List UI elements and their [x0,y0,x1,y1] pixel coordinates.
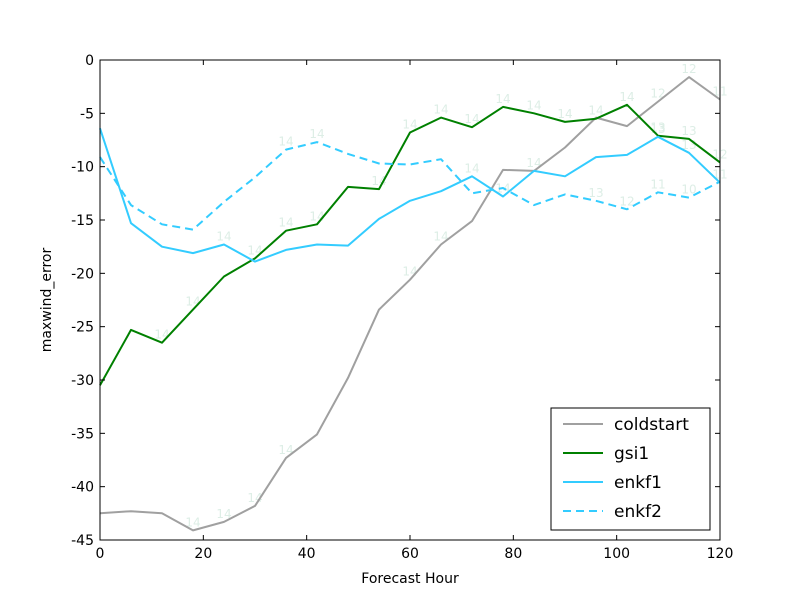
sample-size-label: 14 [185,295,200,309]
legend-frame [550,407,711,531]
sample-size-label: 14 [371,174,386,188]
legend-label-coldstart: coldstart [614,415,689,435]
sample-size-label: 10 [681,183,696,197]
series-line-coldstart [99,76,721,532]
y-tick-label: -20 [71,266,94,282]
sample-size-label: 14 [619,90,634,104]
legend-label-enkf1: enkf1 [614,473,662,493]
y-tick-label: -35 [71,426,94,442]
series-lines [99,76,721,532]
sample-size-label: 14 [216,230,231,244]
series-line-enkf1 [99,127,721,263]
y-axis-title: maxwind_error [39,248,55,353]
sample-size-label: 12 [619,194,634,208]
sample-size-label: 14 [278,135,293,149]
x-tick-label: 0 [96,546,105,562]
x-tick-label: 40 [298,546,316,562]
sample-size-label: 14 [216,507,231,521]
y-tick-label: -30 [71,373,94,389]
sample-size-label: 14 [588,104,603,118]
legend-label-enkf2: enkf2 [614,502,662,522]
x-axis-title: Forecast Hour [361,571,459,587]
sample-size-label: 14 [464,112,479,126]
sample-size-label: 13 [650,122,665,136]
y-tick-label: 0 [85,53,94,69]
x-tick-label: 20 [194,546,212,562]
y-tick-label: -25 [71,320,94,336]
sample-size-label: 14 [495,92,510,106]
sample-size-label: 14 [402,265,417,279]
sample-size-label: 14 [309,127,324,141]
sample-size-label: 14 [433,230,448,244]
x-axis: 0 20 40 60 80 100 120 [96,60,734,562]
sample-size-label: 14 [185,515,200,529]
sample-size-label: 12 [681,62,696,76]
x-tick-label: 80 [504,546,522,562]
sample-size-label: 14 [464,161,479,175]
x-tick-label: 100 [603,546,630,562]
sample-size-label: 11 [650,177,665,191]
y-tick-label: -5 [80,106,94,122]
y-tick-label: -10 [71,160,94,176]
sample-size-label: 14 [433,103,448,117]
sample-size-label: 14 [526,156,541,170]
legend-label-gsi1: gsi1 [614,444,649,464]
sample-size-label: 14 [247,243,262,257]
sample-size-label: 14 [278,216,293,230]
sample-size-label: 14 [557,107,572,121]
sample-size-label: 12 [650,87,665,101]
x-tick-label: 120 [707,546,734,562]
sample-size-label: 14 [278,443,293,457]
y-tick-label: -45 [71,533,94,549]
y-tick-label: -40 [71,480,94,496]
sample-size-label: 13 [681,124,696,138]
y-axis: 0 -5 -10 -15 -20 -25 -30 -35 -40 -45 [71,53,720,549]
sample-size-label: 13 [588,186,603,200]
y-tick-label: -15 [71,213,94,229]
series-line-gsi1 [99,103,721,386]
x-tick-label: 60 [401,546,419,562]
legend: coldstart gsi1 enkf1 enkf2 [550,407,711,531]
sample-size-labels: 14 14 14 14 14 14 14 12 12 11 14 14 14 14 14 14 14 14 14 14… [154,62,727,529]
sample-size-label: 14 [402,118,417,132]
sample-size-label: 14 [309,209,324,223]
sample-size-label: 14 [526,98,541,112]
